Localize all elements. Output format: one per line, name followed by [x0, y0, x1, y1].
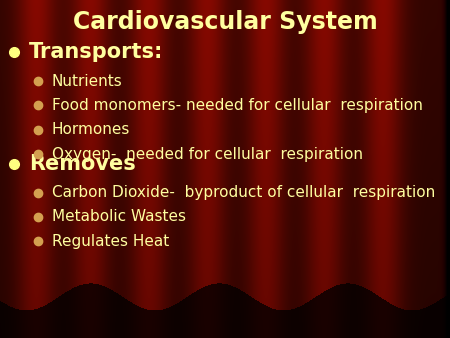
Text: Nutrients: Nutrients: [52, 74, 122, 89]
Text: Oxygen-  needed for cellular  respiration: Oxygen- needed for cellular respiration: [52, 147, 363, 162]
Text: Regulates Heat: Regulates Heat: [52, 234, 169, 249]
Text: Hormones: Hormones: [52, 122, 130, 137]
Text: Metabolic Wastes: Metabolic Wastes: [52, 210, 186, 224]
Text: Food monomers- needed for cellular  respiration: Food monomers- needed for cellular respi…: [52, 98, 423, 113]
Text: Cardiovascular System: Cardiovascular System: [72, 10, 378, 34]
Text: Carbon Dioxide-  byproduct of cellular  respiration: Carbon Dioxide- byproduct of cellular re…: [52, 185, 435, 200]
Text: Transports:: Transports:: [29, 42, 164, 63]
Text: Removes: Removes: [29, 154, 136, 174]
